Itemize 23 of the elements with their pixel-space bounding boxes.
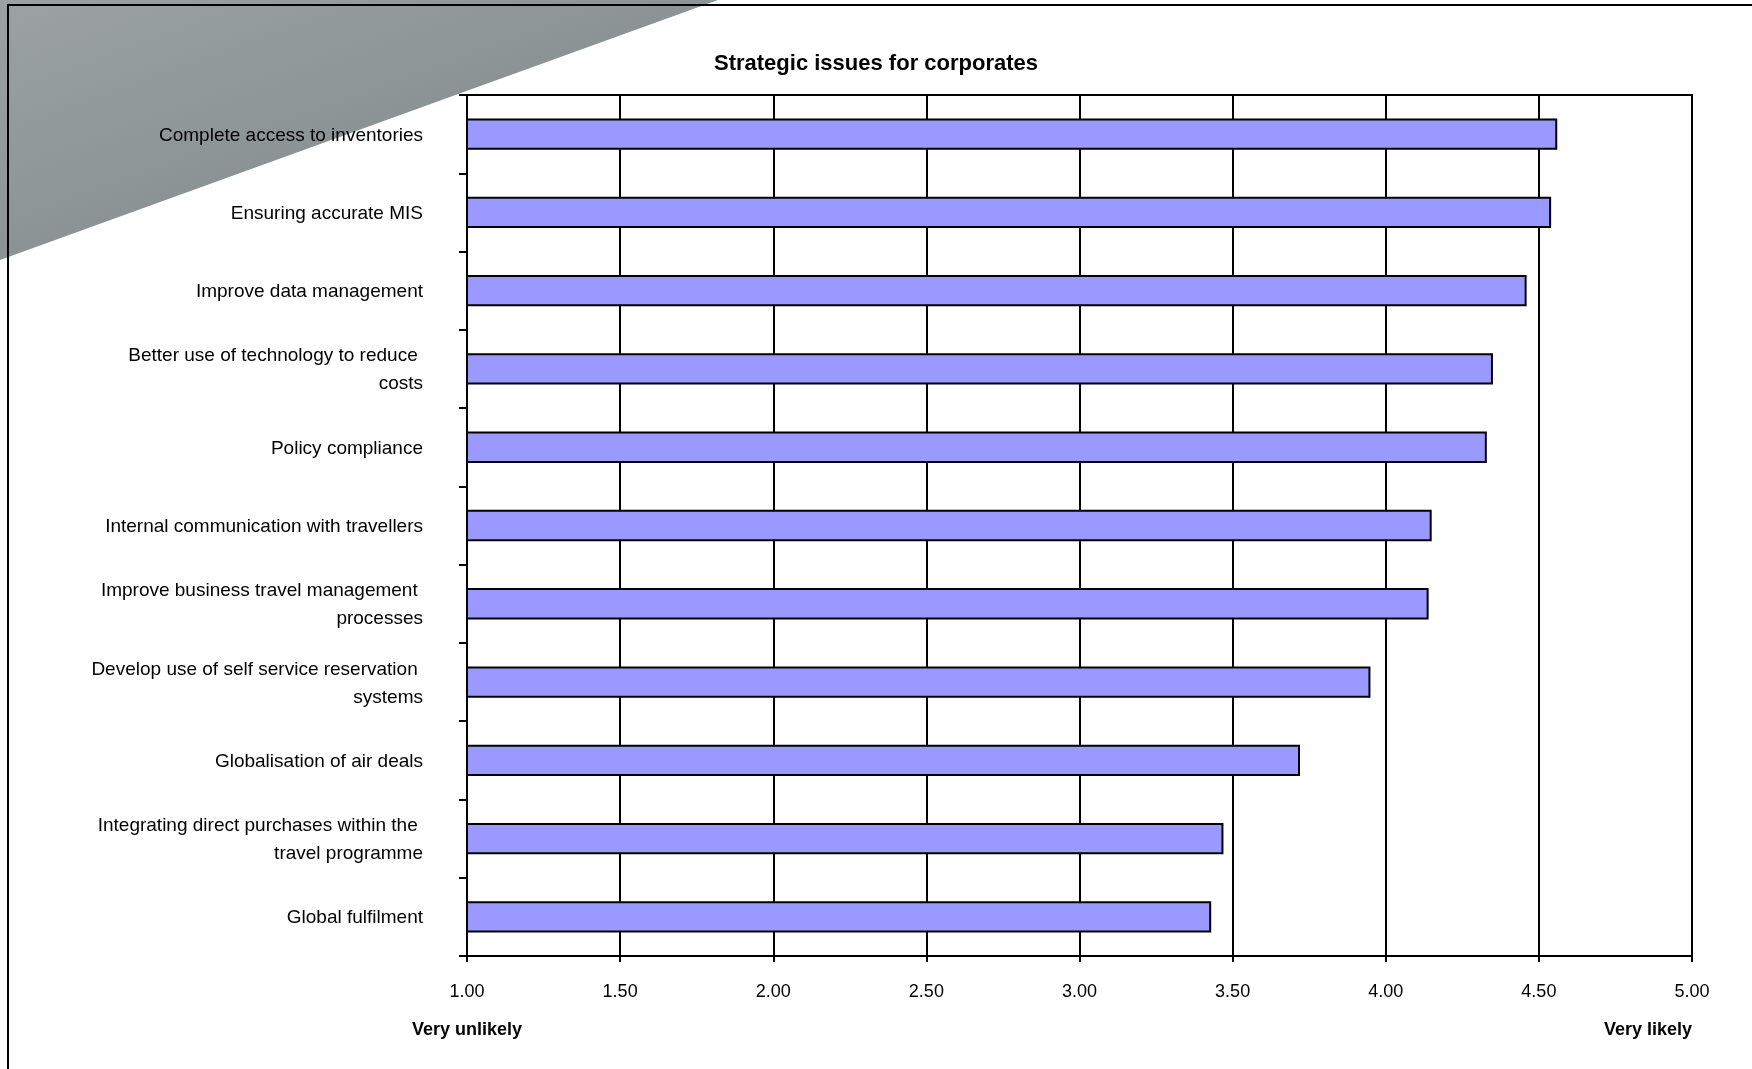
y-tick-label: Better use of technology to reduce costs — [128, 344, 423, 394]
x-tick-label: 2.50 — [908, 981, 944, 1001]
x-tick-label: 4.00 — [1368, 981, 1404, 1001]
chart-title: Strategic issues for corporates — [713, 49, 1039, 75]
y-tick-label: Ensuring accurate MIS — [230, 201, 423, 223]
y-tick-label: Policy compliance — [270, 436, 423, 458]
y-tick-label: Global fulfilment — [286, 906, 424, 928]
x-tick-label: 5.00 — [1674, 981, 1710, 1001]
y-tick-label: Improve data management — [195, 280, 424, 302]
x-tick-label: 2.00 — [755, 981, 791, 1001]
y-tick-label: Improve business travel management processes — [100, 579, 423, 629]
y-tick-label: Integrating direct purchases within the travel programme — [97, 814, 423, 864]
text: Very likely — [1603, 1019, 1692, 1039]
y-tick-label: Develop use of self service reservation systems — [91, 657, 423, 707]
text: Very unlikely — [411, 1019, 523, 1039]
y-tick-label: Complete access to inventories — [158, 123, 423, 145]
x-tick-label: 1.00 — [449, 981, 485, 1001]
x-tick-label: 1.50 — [602, 981, 638, 1001]
x-tick-label: 3.50 — [1215, 981, 1251, 1001]
x-tick-label: 3.00 — [1061, 981, 1098, 1001]
y-tick-label: Globalisation of air deals — [214, 749, 423, 771]
y-tick-label: Internal communication with travellers — [105, 515, 423, 536]
x-tick-label: 4.50 — [1521, 981, 1557, 1001]
